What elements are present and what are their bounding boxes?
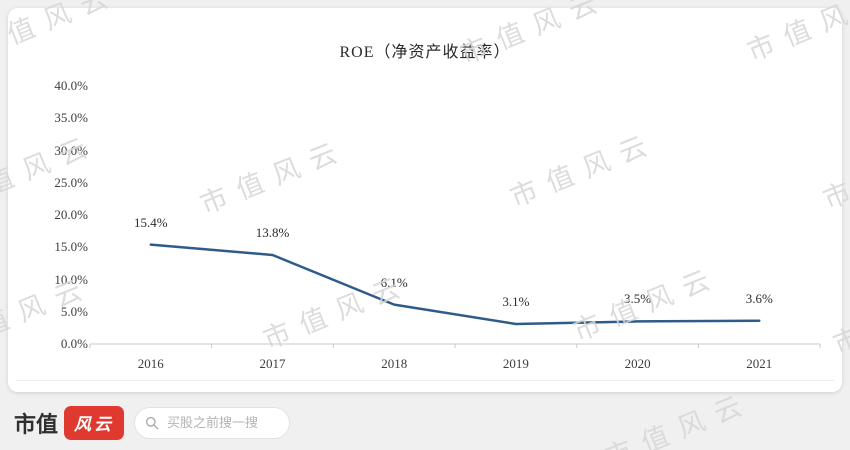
data-point-label: 15.4% bbox=[134, 214, 168, 230]
data-point-label: 3.6% bbox=[745, 290, 773, 306]
roe-line-chart bbox=[89, 243, 821, 348]
y-axis-tick-label: 40.0% bbox=[54, 78, 88, 93]
search-box[interactable] bbox=[134, 407, 291, 439]
y-axis-tick-label: 15.0% bbox=[54, 239, 88, 255]
y-axis-tick-label: 20.0% bbox=[54, 207, 88, 222]
x-axis-category-label: 2021 bbox=[746, 356, 773, 371]
y-axis-tick-label: 30.0% bbox=[54, 142, 88, 158]
x-axis-category-label: 2016 bbox=[137, 356, 164, 371]
card-divider-line bbox=[16, 380, 834, 381]
search-input[interactable] bbox=[165, 414, 282, 432]
y-axis-tick-label: 0.0% bbox=[60, 336, 88, 351]
data-point-label: 6.1% bbox=[380, 274, 408, 290]
x-axis-category-label: 2020 bbox=[624, 356, 651, 371]
data-point-label: 3.5% bbox=[624, 291, 652, 307]
data-point-label: 3.1% bbox=[502, 294, 530, 309]
x-axis-ticks bbox=[89, 344, 821, 348]
brand-text: 市值 bbox=[14, 412, 59, 437]
chart-card: ROE（净资产收益率） 40.0% 35.0% 30.0% 25.0% 20.0% 15.… bbox=[8, 8, 842, 392]
x-axis-category-label: 2017 bbox=[259, 356, 286, 371]
search-icon bbox=[145, 416, 159, 430]
y-axis-tick-label: 10.0% bbox=[54, 271, 88, 287]
footer-bar: 市值 风云 bbox=[0, 398, 850, 448]
chart-title: ROE（净资产收益率） bbox=[339, 44, 511, 61]
data-point-label: 13.8% bbox=[255, 224, 290, 240]
y-axis-tick-label: 25.0% bbox=[54, 174, 88, 190]
x-axis-category-label: 2018 bbox=[381, 356, 408, 371]
fengyun-logo: 风云 bbox=[64, 406, 125, 440]
x-axis-category-label: 2019 bbox=[502, 356, 529, 371]
y-axis-tick-label: 35.0% bbox=[54, 110, 88, 126]
roe-line bbox=[149, 243, 761, 326]
y-axis-tick-label: 5.0% bbox=[60, 303, 88, 319]
